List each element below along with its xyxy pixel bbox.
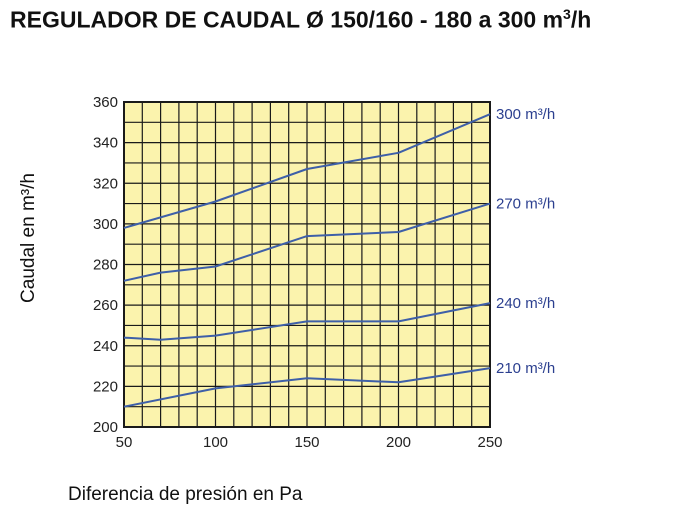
y-tick-label: 200 [93, 419, 118, 436]
series-line [123, 202, 491, 282]
y-tick-label: 300 [93, 216, 118, 233]
y-tick-label: 280 [93, 257, 118, 274]
x-tick-label: 250 [477, 434, 502, 451]
y-tick-label: 340 [93, 135, 118, 152]
y-tick-label: 240 [93, 338, 118, 355]
series-lines [123, 113, 491, 408]
series-line [123, 302, 491, 341]
series-line [123, 113, 491, 229]
chart-title: REGULADOR DE CAUDAL Ø 150/160 - 180 a 30… [10, 6, 591, 34]
series-label: 240 m³/h [496, 295, 555, 312]
y-axis-tick-labels: 200 220 240 260 280 300 320 340 360 [93, 94, 118, 436]
x-tick-label: 50 [116, 434, 133, 451]
y-tick-label: 320 [93, 175, 118, 192]
series-label: 210 m³/h [496, 360, 555, 377]
series-labels: 300 m³/h 270 m³/h 240 m³/h 210 m³/h [496, 106, 555, 377]
y-tick-label: 360 [93, 94, 118, 111]
y-tick-label: 220 [93, 378, 118, 395]
y-axis-title: Caudal en m³/h [18, 173, 39, 303]
plot-frame [123, 101, 491, 428]
chart-title-end: /h [570, 6, 592, 33]
chart-title-superscript: 3 [563, 6, 571, 22]
x-axis-tick-labels: 50 100 150 200 250 [116, 434, 503, 451]
y-tick-label: 260 [93, 297, 118, 314]
x-tick-label: 150 [294, 434, 319, 451]
horizontal-gridlines [124, 121, 490, 408]
chart-title-main: REGULADOR DE CAUDAL Ø 150/160 - 180 a 30… [10, 6, 564, 33]
x-axis-title: Diferencia de presión en Pa [68, 484, 303, 505]
x-tick-label: 100 [203, 434, 228, 451]
series-line [123, 367, 491, 408]
series-label: 300 m³/h [496, 106, 555, 123]
x-tick-label: 200 [386, 434, 411, 451]
series-label: 270 m³/h [496, 196, 555, 213]
